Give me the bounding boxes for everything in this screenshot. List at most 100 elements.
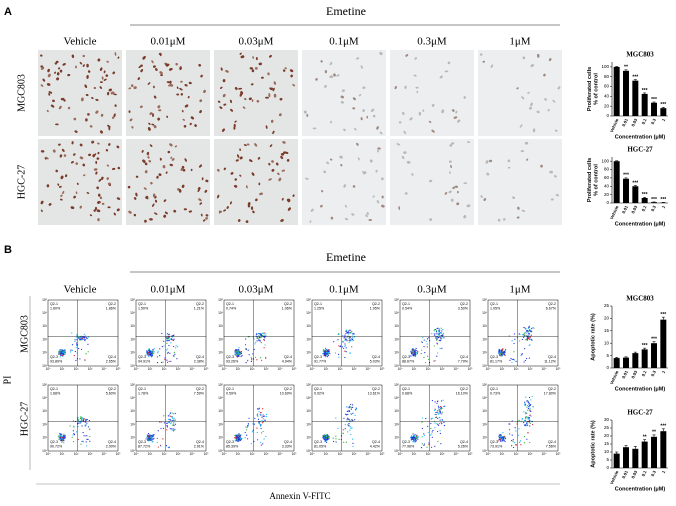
micrograph: [478, 139, 562, 225]
event-dot: [167, 423, 168, 424]
x-tick-label: 0.03: [630, 117, 638, 127]
quadrant-name: Q2-3: [138, 355, 146, 359]
event-dot: [81, 349, 82, 350]
event-dot: [340, 345, 341, 346]
event-dot: [60, 435, 61, 436]
y-tick-label: 10⁴: [42, 311, 48, 315]
event-dot: [152, 441, 153, 442]
event-dot: [350, 404, 351, 405]
event-dot: [411, 435, 412, 436]
y-tick-label: 10: [604, 449, 610, 454]
event-dot: [335, 436, 336, 437]
bar: [642, 349, 648, 368]
event-dot: [238, 356, 239, 357]
event-dot: [422, 436, 423, 437]
micrograph: [214, 139, 298, 225]
quadrant-name: Q2-3: [314, 355, 322, 359]
event-dot: [441, 413, 442, 414]
event-dot: [529, 420, 530, 421]
event-dot: [169, 422, 170, 423]
event-dot: [325, 352, 326, 353]
event-dot: [500, 440, 501, 441]
significance: ***: [642, 343, 648, 349]
event-dot: [423, 433, 424, 434]
x-tick-label: 10²: [514, 367, 519, 371]
event-dot: [504, 436, 505, 437]
event-dot: [501, 355, 502, 356]
event-dot: [430, 434, 431, 435]
event-dot: [251, 358, 252, 359]
x-tick-label: 10²: [250, 367, 255, 371]
event-dot: [524, 348, 525, 349]
y-axis-label: PI: [2, 376, 13, 385]
y-tick-label: 10¹: [394, 351, 399, 355]
event-dot: [509, 433, 510, 434]
y-tick-label: 10²: [218, 337, 223, 341]
bar: [614, 161, 620, 203]
event-dot: [437, 337, 438, 338]
event-dot: [526, 412, 527, 413]
event-dot: [327, 356, 328, 357]
x-tick-label: 10⁵: [292, 452, 298, 456]
event-dot: [76, 345, 77, 346]
event-dot: [344, 336, 345, 337]
y-tick-label: 10¹: [306, 351, 311, 355]
event-dot: [89, 420, 90, 421]
event-dot: [166, 445, 167, 446]
event-dot: [70, 425, 71, 426]
event-dot: [529, 442, 530, 443]
event-dot: [344, 357, 345, 358]
event-dot: [86, 435, 87, 436]
y-tick-label: 10⁵: [482, 298, 488, 302]
event-dot: [524, 327, 525, 328]
event-dot: [170, 428, 171, 429]
y-tick-label: 10¹: [42, 436, 47, 440]
event-dot: [237, 434, 238, 435]
significance: **: [624, 65, 628, 71]
x-tick-label: 0.3: [650, 469, 657, 477]
significance: ***: [642, 88, 648, 94]
event-dot: [158, 446, 159, 447]
event-dot: [345, 414, 346, 415]
event-dot: [519, 442, 520, 443]
x-tick-label: 10²: [74, 367, 79, 371]
micrograph: [126, 50, 210, 136]
quadrant-value: 93.89%: [50, 359, 63, 363]
quadrant-value: 10.69%: [280, 391, 293, 395]
quadrant-value: 4.42%: [370, 444, 381, 448]
quadrant-name: Q2-4: [372, 440, 380, 444]
event-dot: [169, 419, 170, 420]
event-dot: [260, 357, 261, 358]
x-tick-label: 0.3: [650, 117, 657, 125]
event-dot: [257, 439, 258, 440]
event-dot: [261, 420, 262, 421]
event-dot: [442, 334, 443, 335]
event-dot: [61, 437, 62, 438]
event-dot: [158, 351, 159, 352]
event-dot: [348, 423, 349, 424]
x-tick-label: 10²: [338, 367, 343, 371]
quadrant-value: 1.06%: [282, 306, 293, 310]
event-dot: [257, 408, 258, 409]
flow-plot: Q2-10.68%Q2-216.10%Q2-377.96%Q2-45.26%10…: [394, 383, 473, 456]
quadrant-value: 90.72%: [50, 444, 63, 448]
event-dot: [521, 355, 522, 356]
event-dot: [76, 337, 77, 338]
event-dot: [338, 345, 339, 346]
event-dot: [440, 348, 441, 349]
event-dot: [443, 337, 444, 338]
event-dot: [63, 435, 64, 436]
x-tick-label: 0.1: [641, 204, 648, 212]
event-dot: [442, 420, 443, 421]
event-dot: [173, 339, 174, 340]
event-dot: [149, 351, 150, 352]
event-dot: [352, 333, 353, 334]
event-dot: [427, 426, 428, 427]
event-dot: [84, 359, 85, 360]
y-tick-label: 10⁰: [306, 449, 312, 453]
event-dot: [86, 439, 87, 440]
event-dot: [347, 419, 348, 420]
event-dot: [173, 424, 174, 425]
x-axis-label: Concentration (μM): [615, 486, 666, 492]
event-dot: [503, 351, 504, 352]
